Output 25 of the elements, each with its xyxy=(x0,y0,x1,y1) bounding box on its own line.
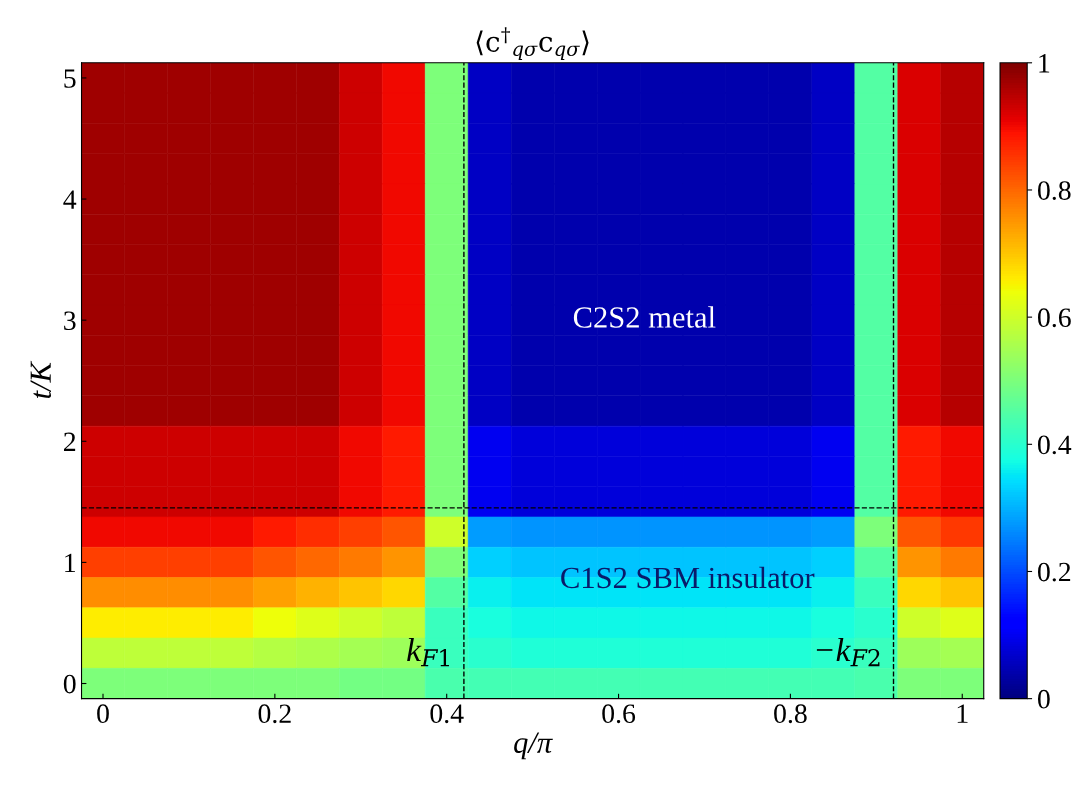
y-tick-label: 1 xyxy=(65,553,75,573)
x-tick-label: 0.8 xyxy=(774,704,807,724)
x-tick-label: 0.2 xyxy=(258,704,291,724)
x-tick-label: 0.4 xyxy=(430,704,464,724)
color-bar-label: 0 xyxy=(1038,689,1050,709)
x-tick-label: 0.6 xyxy=(602,704,636,724)
annotation: C1S2 SBM insulator xyxy=(561,566,815,589)
x-tick-label: 0 xyxy=(97,704,109,724)
x-tick-label: 1 xyxy=(957,704,968,723)
color-bar-label: 0.2 xyxy=(1038,562,1071,582)
color-bar-label: 0.8 xyxy=(1038,181,1071,200)
annotation: k$_{F1}$ xyxy=(407,637,449,667)
chart-title: ⟨c$^{†}$$_{qσ}$c$_{qσ}$⟩ xyxy=(476,27,589,60)
y-tick-label: 3 xyxy=(64,311,76,331)
color-bar-label: 1 xyxy=(1039,54,1050,73)
y-tick-label: 5 xyxy=(64,69,76,88)
color-bar-label: 0.6 xyxy=(1038,308,1071,328)
annotation: C2S2 metal xyxy=(573,306,716,328)
x-axis-title: q/π xyxy=(514,732,553,760)
y-tick-label: 0 xyxy=(63,674,76,694)
y-tick-label: 2 xyxy=(63,432,76,451)
y-tick-label: 4 xyxy=(63,190,77,209)
y-axis-title: t/K xyxy=(30,360,52,399)
annotation: −k$_{F2}$ xyxy=(816,637,880,667)
color-bar-label: 0.4 xyxy=(1038,435,1072,455)
